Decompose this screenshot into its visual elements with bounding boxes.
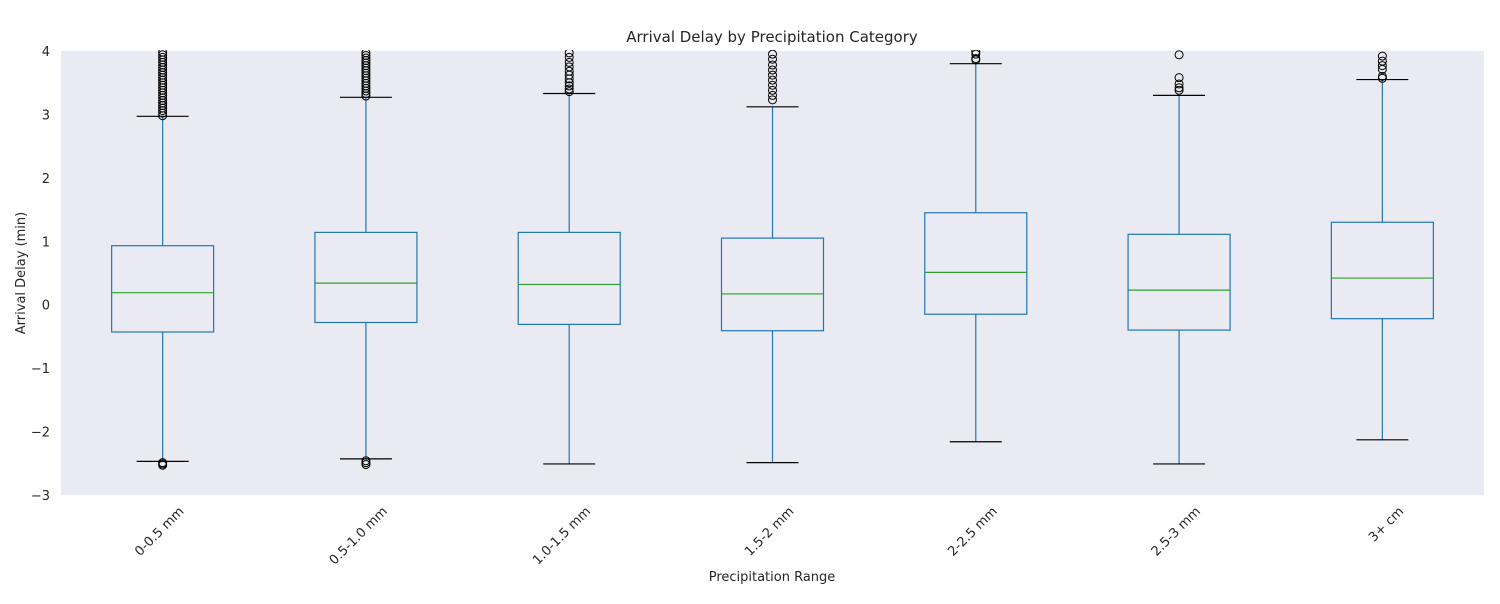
y-tick-label: 1 xyxy=(42,235,50,250)
outlier-point xyxy=(971,54,981,64)
x-tick-label: 0.5-1.0 mm xyxy=(327,504,391,568)
outlier-point xyxy=(768,90,777,100)
outlier-point xyxy=(564,50,574,58)
x-axis-ticks: 0-0.5 mm 0.5-1.0 mm 1.0-1.5 mm 1.5-2 mm 2-2.… xyxy=(132,504,1407,568)
outlier-point xyxy=(1174,83,1184,93)
outlier-point xyxy=(158,52,168,62)
outlier-point xyxy=(564,81,574,91)
y-axis-ticks: 4 3 2 1 0 −1 −2 −3 xyxy=(31,45,50,504)
outlier-point xyxy=(1377,71,1387,81)
boxes-layer xyxy=(111,50,1434,470)
outlier-point xyxy=(361,50,371,58)
outlier-point xyxy=(971,50,981,57)
iqr-box xyxy=(111,245,215,333)
x-tick-label: 3+ cm xyxy=(1366,504,1407,545)
iqr-box xyxy=(314,231,418,324)
outlier-point xyxy=(768,50,777,59)
outlier-point xyxy=(1174,79,1184,89)
outlier-point xyxy=(564,87,574,97)
iqr-box xyxy=(517,231,621,325)
y-tick-label: −2 xyxy=(31,426,50,441)
box-group xyxy=(517,50,621,465)
outlier-point xyxy=(564,57,574,67)
outlier-point xyxy=(768,75,777,85)
outlier-point xyxy=(768,54,777,64)
y-tick-label: 3 xyxy=(42,108,50,123)
outlier-point xyxy=(564,52,574,62)
x-tick-label: 2.5-3 mm xyxy=(1149,504,1204,559)
outlier-point xyxy=(1174,73,1184,83)
iqr-box xyxy=(1330,221,1434,320)
outlier-point xyxy=(361,50,371,60)
y-tick-label: −1 xyxy=(31,362,50,377)
outlier-point xyxy=(768,60,777,70)
outlier-point xyxy=(158,50,168,60)
outlier-point xyxy=(1377,56,1387,66)
outlier-point xyxy=(768,70,777,80)
outlier-point xyxy=(361,460,371,470)
outlier-point xyxy=(768,85,777,95)
chart-title: Arrival Delay by Precipitation Category xyxy=(626,28,918,46)
outlier-point xyxy=(1377,51,1387,61)
outlier-point xyxy=(158,50,168,57)
box-group xyxy=(924,50,1028,443)
y-tick-label: 4 xyxy=(42,45,50,60)
box-group xyxy=(720,50,825,464)
x-tick-label: 1.0-1.5 mm xyxy=(530,504,594,568)
box-group xyxy=(314,50,418,470)
outlier-point xyxy=(158,460,168,470)
outlier-point xyxy=(564,62,574,72)
x-tick-label: 2-2.5 mm xyxy=(945,504,1000,559)
outlier-point xyxy=(1174,50,1184,60)
x-tick-label: 1.5-2 mm xyxy=(742,504,797,559)
y-axis-label: Arrival Delay (min) xyxy=(14,212,29,334)
outlier-point xyxy=(564,66,574,76)
box-group xyxy=(111,50,215,470)
outlier-point xyxy=(1377,61,1387,71)
y-tick-label: 2 xyxy=(42,172,50,187)
x-tick-label: 0-0.5 mm xyxy=(132,504,187,559)
box-group xyxy=(1127,50,1231,465)
x-axis-label: Precipitation Range xyxy=(709,570,836,585)
outlier-point xyxy=(768,65,777,75)
outlier-point xyxy=(768,80,777,90)
iqr-box xyxy=(924,212,1028,315)
outlier-point xyxy=(768,95,777,105)
box-group xyxy=(1330,51,1434,441)
outlier-point xyxy=(971,50,981,59)
iqr-box xyxy=(720,237,825,332)
outlier-point xyxy=(1174,85,1184,95)
y-tick-label: −3 xyxy=(31,489,50,504)
outlier-point xyxy=(564,84,574,94)
y-tick-label: 0 xyxy=(42,299,50,314)
iqr-box xyxy=(1127,233,1231,331)
outlier-point xyxy=(361,53,371,63)
